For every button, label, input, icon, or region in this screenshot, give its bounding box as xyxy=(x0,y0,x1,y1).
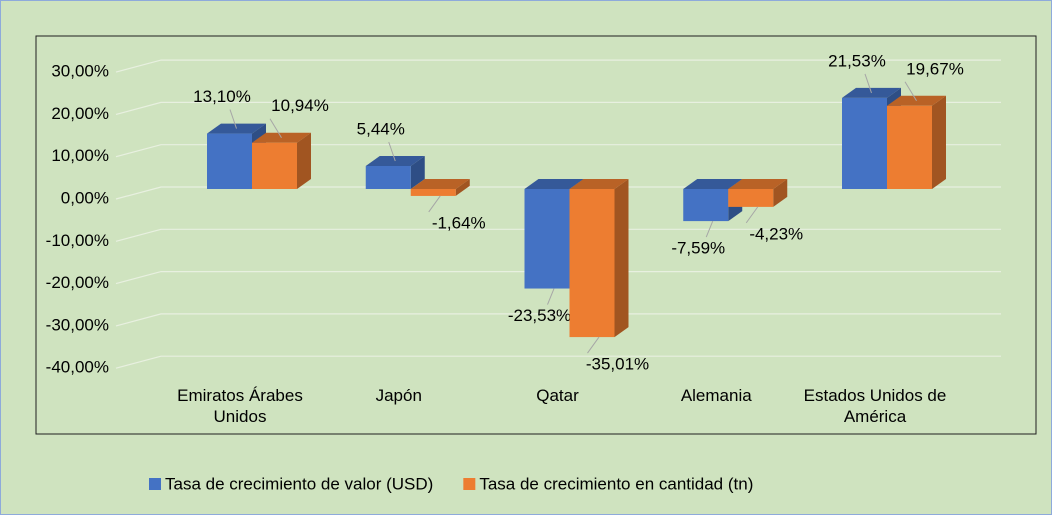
leader-line xyxy=(229,109,237,129)
x-tick-label: Estados Unidos de América xyxy=(803,386,947,426)
data-label: -35,01% xyxy=(586,355,649,374)
y-tick-label: 30,00% xyxy=(51,62,109,81)
grid-line xyxy=(115,59,1001,73)
legend-label: Tasa de crecimiento en cantidad (tn) xyxy=(479,474,753,493)
bar-side xyxy=(773,179,788,207)
bar xyxy=(683,189,729,222)
y-tick-label: 20,00% xyxy=(51,104,109,123)
y-tick-label: 10,00% xyxy=(51,146,109,165)
data-label: 13,10% xyxy=(193,87,251,106)
y-tick-label: -40,00% xyxy=(46,358,109,377)
data-label: -4,23% xyxy=(749,224,803,243)
bar xyxy=(569,189,615,338)
grid-line xyxy=(115,355,1001,369)
leader-line xyxy=(745,206,759,224)
data-label: -1,64% xyxy=(432,213,486,232)
bar xyxy=(524,189,570,289)
legend-swatch xyxy=(149,478,161,490)
leader-line xyxy=(904,81,917,102)
leader-line xyxy=(587,336,600,354)
y-tick-label: 0,00% xyxy=(61,188,109,207)
bar xyxy=(410,189,456,196)
bar-side xyxy=(410,155,425,189)
bar-top xyxy=(569,179,629,189)
bar-top xyxy=(410,179,470,189)
bar-top xyxy=(207,123,266,134)
y-tick-label: -20,00% xyxy=(46,273,109,292)
legend-swatch xyxy=(463,478,476,490)
grid-line xyxy=(115,313,1001,327)
leader-line xyxy=(547,288,555,305)
legend-label: Tasa de crecimiento de valor (USD) xyxy=(165,474,433,493)
bar-side xyxy=(614,179,629,338)
bar xyxy=(365,165,411,189)
bar-side xyxy=(932,95,946,189)
grid-line xyxy=(115,144,1001,158)
bar-top xyxy=(728,179,788,189)
grid-line xyxy=(115,228,1001,242)
bar xyxy=(887,105,932,189)
x-tick-label: Japón xyxy=(375,386,422,405)
data-label: 21,53% xyxy=(828,51,886,70)
bar xyxy=(842,97,887,189)
x-tick-label: Qatar xyxy=(536,386,579,405)
bar-top xyxy=(683,179,743,189)
y-tick-label: -10,00% xyxy=(46,231,109,250)
bar xyxy=(252,142,297,189)
data-label: 10,94% xyxy=(271,96,329,115)
grid-line xyxy=(115,271,1001,285)
leader-line xyxy=(269,118,282,138)
y-tick-label: -30,00% xyxy=(46,315,109,334)
plot-border xyxy=(35,35,1037,435)
x-tick-label: Alemania xyxy=(680,386,752,405)
data-label: -7,59% xyxy=(671,239,725,258)
data-label: 19,67% xyxy=(906,59,964,78)
bar xyxy=(207,133,252,189)
bar-side xyxy=(455,179,470,196)
bar-top xyxy=(524,179,584,189)
bar-side xyxy=(297,132,311,189)
grid-line xyxy=(115,101,1001,115)
leader-line xyxy=(864,73,872,94)
data-label: 5,44% xyxy=(357,119,405,138)
leader-line xyxy=(388,141,396,162)
leader-line xyxy=(428,195,441,213)
bar xyxy=(728,189,774,207)
x-tick-label: Emiratos Árabes Unidos xyxy=(177,386,303,426)
leader-line xyxy=(705,220,714,238)
data-label: -23,53% xyxy=(508,306,571,325)
